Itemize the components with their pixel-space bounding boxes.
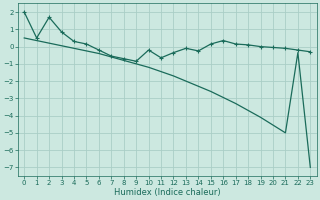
X-axis label: Humidex (Indice chaleur): Humidex (Indice chaleur) xyxy=(114,188,220,197)
